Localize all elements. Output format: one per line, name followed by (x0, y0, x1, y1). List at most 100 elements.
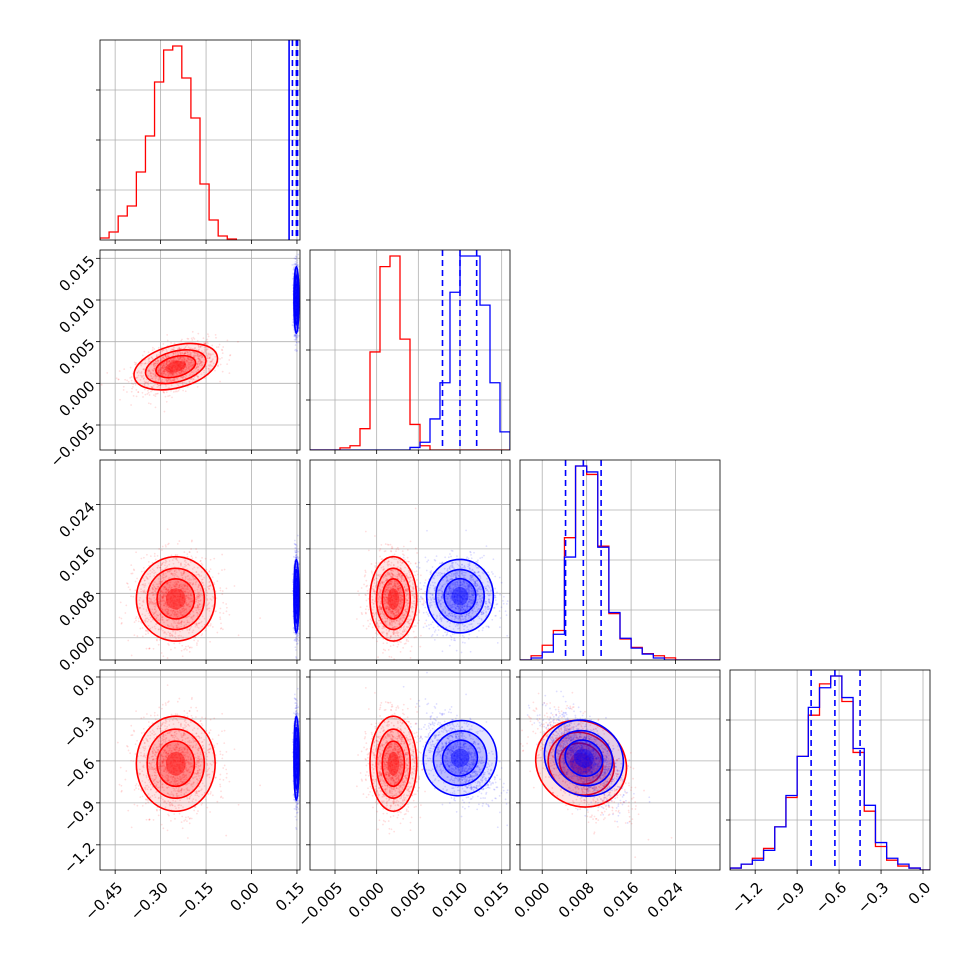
sample-point (166, 589, 169, 591)
sample-point (175, 558, 178, 561)
sample-point (137, 374, 140, 377)
sample-point (171, 372, 174, 374)
sample-point (187, 592, 190, 595)
sample-point (152, 588, 155, 591)
sample-point (171, 370, 174, 373)
sample-point (181, 596, 183, 599)
sample-point (181, 369, 184, 372)
sample-point (176, 366, 179, 369)
sample-point (181, 587, 184, 590)
sample-point (183, 621, 185, 624)
sample-point (295, 594, 298, 597)
sample-point (171, 559, 174, 562)
sample-point (183, 625, 186, 628)
sample-point (161, 365, 164, 368)
sample-point (158, 371, 161, 374)
sample-point (181, 352, 184, 355)
sample-point (189, 598, 192, 601)
sample-point (154, 608, 156, 611)
sample-point (167, 374, 170, 377)
sample-point (296, 298, 298, 301)
sample-point (183, 358, 185, 360)
sample-point (174, 361, 177, 364)
sample-point (188, 613, 191, 616)
sample-point (295, 302, 298, 305)
sample-point (295, 302, 298, 304)
sample-point (173, 348, 176, 351)
sample-point (200, 570, 203, 573)
sample-point (151, 386, 153, 389)
sample-point (295, 341, 298, 344)
sample-point (162, 369, 165, 372)
sample-point (159, 359, 162, 362)
sample-point (162, 597, 165, 600)
sample-point (144, 629, 147, 632)
sample-point (179, 363, 182, 366)
sample-point (169, 597, 172, 600)
sample-point (295, 298, 298, 301)
sample-point (295, 299, 297, 302)
sample-point (295, 289, 298, 292)
sample-point (164, 373, 167, 376)
sample-point (148, 360, 150, 363)
sample-point (184, 565, 186, 568)
sample-point (123, 368, 126, 371)
sample-point (294, 335, 297, 337)
sample-point (295, 299, 298, 302)
sample-point (172, 360, 175, 363)
sample-point (178, 591, 181, 593)
sample-point (228, 613, 231, 616)
sample-point (295, 294, 298, 297)
sample-point (188, 579, 191, 582)
panel-0-0 (96, 39, 301, 244)
sample-point (175, 370, 178, 373)
sample-point (165, 379, 168, 381)
sample-point (162, 391, 165, 394)
sample-point (147, 375, 150, 377)
sample-point (178, 369, 181, 372)
sample-point (159, 569, 162, 572)
sample-point (182, 610, 185, 612)
sample-point (153, 575, 156, 577)
sample-point (295, 305, 298, 308)
sample-point (176, 368, 178, 371)
sample-point (154, 406, 157, 409)
sample-point (184, 590, 187, 592)
sample-point (181, 585, 183, 587)
sample-point (179, 593, 182, 596)
sample-point (295, 288, 298, 291)
sample-point (295, 543, 297, 546)
sample-point (151, 587, 154, 590)
sample-point (182, 596, 185, 598)
sample-point (186, 385, 189, 388)
sample-point (180, 347, 183, 350)
sample-point (295, 295, 298, 298)
sample-point (165, 545, 167, 548)
sample-point (197, 607, 199, 610)
sample-point (295, 296, 298, 299)
sample-point (198, 603, 201, 606)
sample-point (181, 644, 184, 647)
sample-point (295, 348, 298, 351)
sample-point (163, 370, 166, 372)
sample-point (196, 351, 199, 354)
sample-point (154, 601, 157, 604)
sample-point (190, 597, 193, 600)
sample-point (175, 582, 178, 584)
sample-point (170, 609, 173, 612)
sample-point (295, 591, 298, 594)
sample-point (184, 559, 187, 562)
sample-point (181, 365, 184, 368)
sample-point (166, 363, 169, 366)
sample-point (217, 365, 219, 368)
sample-point (292, 321, 294, 324)
sample-point (141, 600, 144, 603)
sample-point (176, 592, 179, 595)
sample-point (174, 611, 176, 614)
sample-point (151, 588, 154, 591)
sample-point (163, 371, 165, 374)
sample-point (295, 307, 298, 310)
sample-point (178, 597, 181, 600)
sample-point (295, 566, 298, 569)
sample-point (222, 612, 225, 615)
